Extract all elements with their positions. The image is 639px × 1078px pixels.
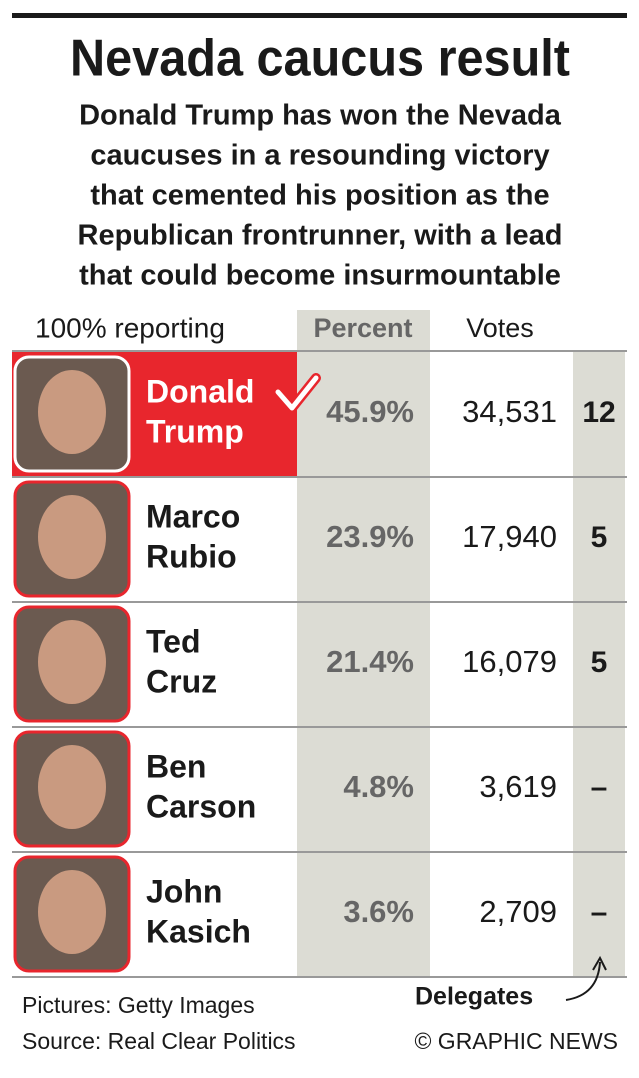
candidate-name: Ben — [146, 748, 206, 784]
delegates-band — [573, 352, 625, 977]
candidate-name: Kasich — [146, 913, 251, 949]
delegates: 12 — [582, 396, 615, 429]
photo-face — [38, 620, 106, 704]
delegates: 5 — [591, 646, 608, 679]
photo-face — [38, 495, 106, 579]
subtitle-line: that cemented his position as the — [90, 180, 549, 212]
photo-face — [38, 745, 106, 829]
percent-band — [297, 310, 430, 977]
percent: 3.6% — [343, 894, 414, 929]
pictures-credit: Pictures: Getty Images — [22, 992, 255, 1018]
winner-check — [275, 375, 319, 411]
percent: 21.4% — [326, 644, 414, 679]
subtitle-line: that could become insurmountable — [79, 260, 561, 292]
rows: Donald Trump 45.9% 34,531 12 Marco Rubio 23.9% 1… — [12, 350, 627, 978]
candidate-name: Ted — [146, 623, 201, 659]
column-header: Votes — [466, 313, 534, 343]
credit: © GRAPHIC NEWS — [414, 1028, 618, 1054]
subtitle-line: Donald Trump has won the Nevada — [79, 100, 562, 132]
status: 100% reporting — [35, 312, 225, 343]
votes: 3,619 — [479, 769, 557, 804]
votes: 16,079 — [462, 644, 557, 679]
delegates: – — [591, 896, 608, 929]
delegates: 5 — [591, 521, 608, 554]
candidate-name: Marco — [146, 498, 240, 534]
votes: 2,709 — [479, 894, 557, 929]
candidate-name: Cruz — [146, 663, 217, 699]
candidate-name: Carson — [146, 788, 256, 824]
candidate-name: Rubio — [146, 538, 237, 574]
source: Source: Real Clear Politics — [22, 1028, 296, 1054]
candidate-name: John — [146, 873, 222, 909]
votes: 17,940 — [462, 519, 557, 554]
top-rule — [12, 13, 627, 18]
candidate-name: Donald — [146, 373, 254, 409]
delegates-arrowhead — [592, 955, 607, 971]
subtitle-line: Republican frontrunner, with a lead — [78, 220, 563, 252]
votes: 34,531 — [462, 394, 557, 429]
percent: 45.9% — [326, 394, 414, 429]
column-header: Percent — [313, 313, 412, 343]
delegates-label: Delegates — [415, 983, 533, 1011]
photo-face — [38, 370, 106, 454]
subtitle: Donald Trump has won the Nevada caucuses … — [78, 100, 563, 292]
subtitle-line: caucuses in a resounding victory — [90, 140, 549, 172]
percent: 23.9% — [326, 519, 414, 554]
delegates-arrow — [565, 961, 601, 1001]
delegates: – — [591, 771, 608, 804]
photo-face — [38, 870, 106, 954]
percent: 4.8% — [343, 769, 414, 804]
candidate-name: Trump — [146, 413, 244, 449]
title: Nevada caucus result — [70, 30, 570, 88]
